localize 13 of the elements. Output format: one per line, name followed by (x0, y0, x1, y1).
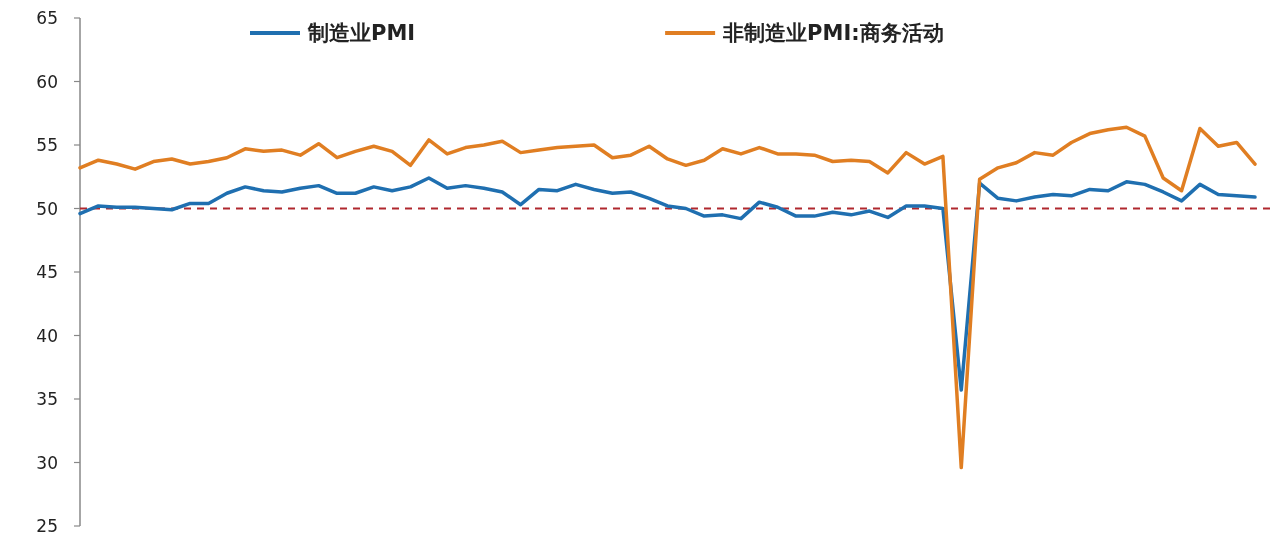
y-tick-label: 60 (36, 71, 58, 92)
y-tick-label: 25 (36, 516, 58, 536)
line-series (78, 176, 1257, 392)
legend-label: 制造业PMI (307, 21, 416, 45)
legend-label: 非制造业PMI:商务活动 (722, 21, 944, 45)
line-series (78, 125, 1257, 470)
y-tick-label: 35 (36, 389, 58, 409)
y-tick-label: 55 (36, 135, 58, 155)
y-tick-label: 40 (36, 325, 58, 346)
y-tick-label: 65 (36, 8, 58, 28)
y-tick-label: 30 (36, 452, 58, 473)
y-tick-label: 45 (36, 262, 58, 282)
y-tick-label: 50 (36, 198, 58, 219)
